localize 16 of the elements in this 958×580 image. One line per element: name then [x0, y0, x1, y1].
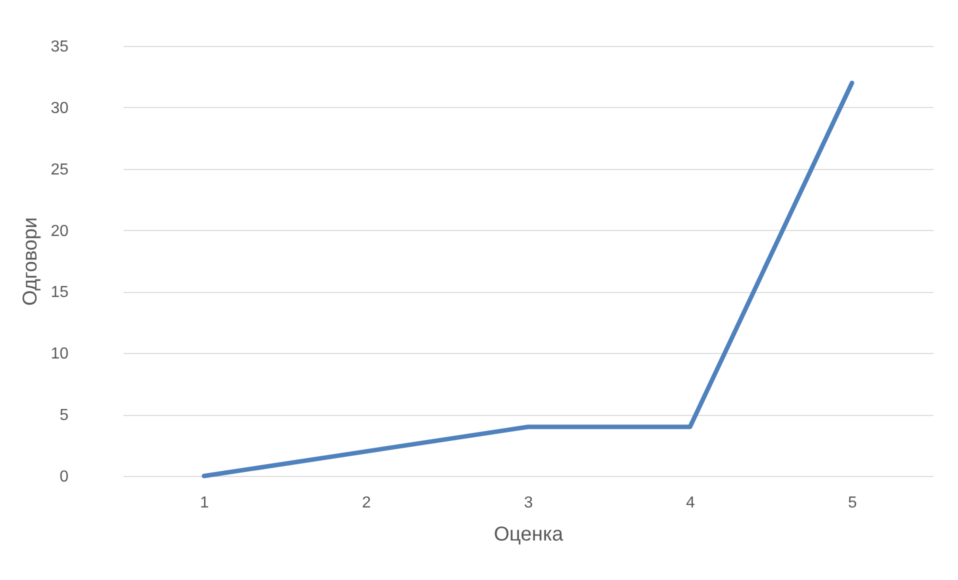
x-tick-label: 3 [524, 494, 534, 512]
x-tick-label: 5 [848, 494, 858, 512]
y-tick-label: 35 [50, 38, 69, 56]
y-tick-label: 25 [50, 161, 69, 178]
line-series [202, 80, 854, 478]
y-tick-label: 15 [50, 284, 69, 302]
y-tick-label: 20 [50, 222, 69, 240]
x-tick-label: 2 [362, 494, 372, 512]
y-tick-label: 5 [60, 407, 69, 424]
x-tick-label: 4 [686, 494, 696, 512]
y-tick-label: 0 [60, 468, 69, 486]
y-axis-title: Одговори [20, 217, 42, 306]
y-tick-label: 10 [50, 346, 69, 363]
x-axis-title: Оценка [494, 524, 564, 546]
y-tick-label: 30 [50, 100, 69, 117]
x-tick-label: 1 [200, 494, 210, 512]
